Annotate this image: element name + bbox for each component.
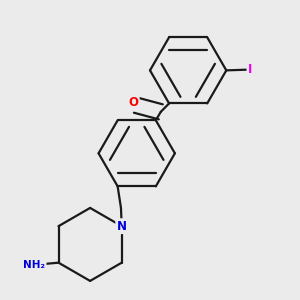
Text: I: I — [248, 63, 252, 76]
Text: N: N — [117, 220, 127, 233]
Text: NH₂: NH₂ — [23, 260, 45, 270]
Text: O: O — [128, 96, 138, 109]
